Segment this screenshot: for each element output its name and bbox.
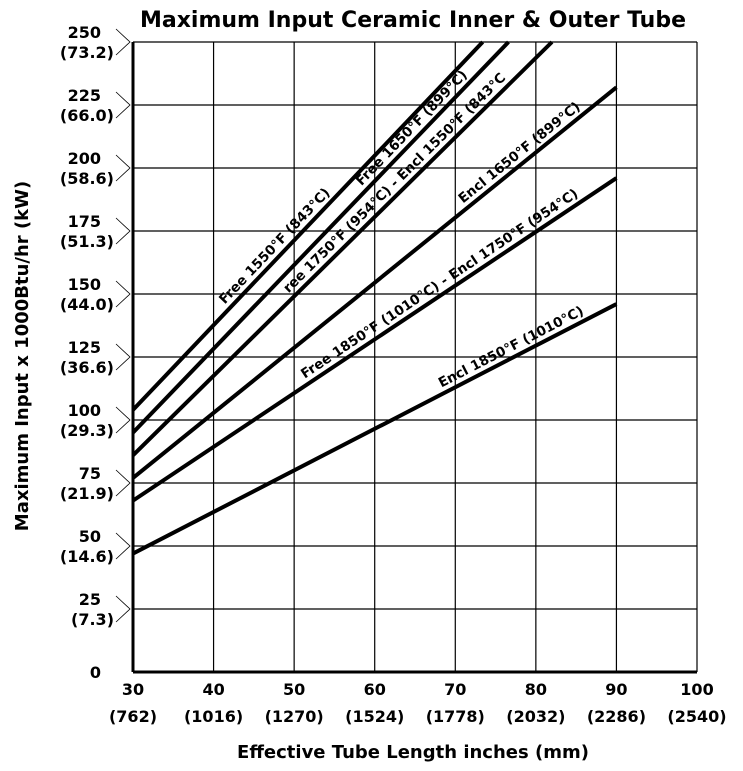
x-axis-ticks: 30 (762) 40 (1016) 50 (1270) 60 (1524) 70 (1778) 8… (109, 680, 727, 726)
y-axis-label: Maximum Input x 1000Btu/hr (kW) (12, 181, 33, 531)
y-tick-label: 150 (68, 275, 101, 294)
chart-title: Maximum Input Ceramic Inner & Outer Tube (140, 8, 686, 33)
x-tick-sublabel: (1524) (345, 707, 404, 726)
y-tick-label: 0 (90, 663, 101, 682)
y-tick-label: 50 (79, 527, 101, 546)
series-line-1 (131, 40, 485, 412)
y-tick-label: 100 (68, 401, 101, 420)
grid (132, 41, 698, 673)
y-tick-label: 75 (79, 464, 101, 483)
series-label-text: Free 1550°F (843°C) (216, 185, 333, 307)
x-tick-label: 100 (680, 680, 713, 699)
x-tick-label: 80 (525, 680, 547, 699)
y-tick-sublabel: (14.6) (60, 547, 114, 566)
y-tick-sublabel: (7.3) (71, 610, 114, 629)
y-tick-label: 200 (68, 149, 101, 168)
y-tick-sublabel: (58.6) (60, 169, 114, 188)
series-line-6 (132, 302, 618, 556)
x-tick-sublabel: (2286) (587, 707, 646, 726)
y-tick-sublabel: (66.0) (60, 106, 114, 125)
y-tick-marker (115, 469, 131, 497)
x-tick-label: 70 (444, 680, 466, 699)
x-tick-label: 90 (605, 680, 627, 699)
y-tick-label: 225 (68, 86, 101, 105)
y-axis-ticks: 0 25(7.3) 50(14.6) 75(21.9) 100(29.3) 125(36.… (60, 23, 131, 682)
x-axis-label: Effective Tube Length inches (mm) (237, 742, 589, 763)
series-line-4 (131, 85, 618, 480)
x-tick-sublabel: (1270) (265, 707, 324, 726)
x-tick-sublabel: (1778) (426, 707, 485, 726)
y-tick-label: 25 (79, 590, 101, 609)
series-line-2 (131, 40, 510, 434)
x-tick-label: 30 (122, 680, 144, 699)
y-tick-sublabel: (29.3) (60, 421, 114, 440)
y-tick-sublabel: (73.2) (60, 43, 114, 62)
y-tick-marker (115, 91, 131, 119)
x-tick-label: 50 (283, 680, 305, 699)
y-tick-marker (115, 595, 131, 623)
x-tick-label: 40 (202, 680, 224, 699)
plot-frame (131, 42, 697, 674)
y-tick-marker (115, 532, 131, 560)
y-tick-marker (115, 343, 131, 371)
y-tick-label: 250 (68, 23, 101, 42)
y-tick-sublabel: (36.6) (60, 358, 114, 377)
y-tick-label: 175 (68, 212, 101, 231)
y-tick-marker (115, 406, 131, 434)
series-label-1: Free 1550°F (843°C) (216, 185, 333, 307)
y-tick-sublabel: (44.0) (60, 295, 114, 314)
y-tick-sublabel: (51.3) (60, 232, 114, 251)
x-tick-label: 60 (364, 680, 386, 699)
y-tick-marker (115, 280, 131, 308)
y-tick-label: 125 (68, 338, 101, 357)
y-tick-marker (115, 217, 131, 245)
x-tick-sublabel: (2540) (667, 707, 726, 726)
y-tick-marker (115, 28, 131, 56)
series-line-3 (131, 40, 554, 457)
series-line-5 (131, 176, 618, 503)
x-tick-sublabel: (762) (109, 707, 157, 726)
series-label-text: Encl 1850°F (1010°C) (436, 303, 587, 391)
series-label-6: Encl 1850°F (1010°C) (436, 303, 587, 391)
x-tick-sublabel: (1016) (184, 707, 243, 726)
y-tick-marker (115, 154, 131, 182)
x-tick-sublabel: (2032) (506, 707, 565, 726)
y-tick-sublabel: (21.9) (60, 484, 114, 503)
